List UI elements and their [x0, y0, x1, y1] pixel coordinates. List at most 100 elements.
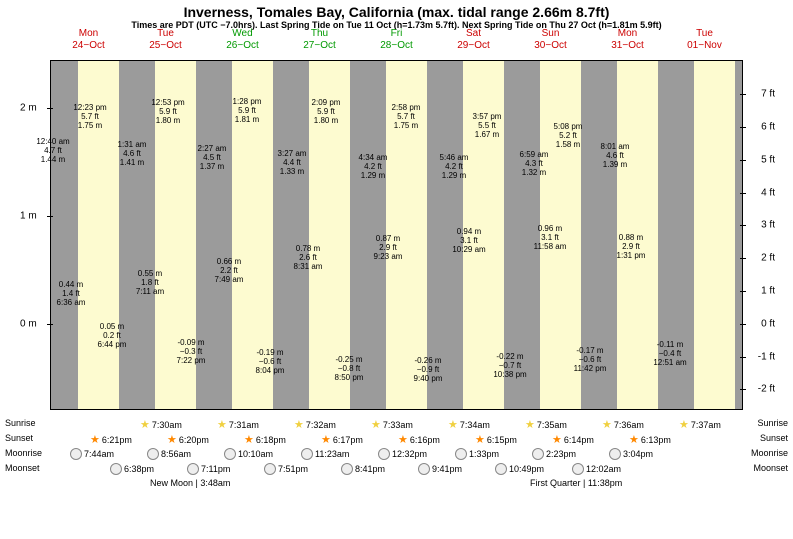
chart-area: Mon24−OctTue25−OctWed26−OctThu27−OctFri2… [50, 60, 743, 410]
moon-icon [110, 463, 122, 475]
sunrise-icon: ★ [679, 418, 689, 431]
moon-icon [70, 448, 82, 460]
tide-extremum-label: 0.87 m2.9 ft9:23 am [374, 234, 403, 261]
tide-extremum-label: -0.17 m−0.6 ft11:42 pm [574, 346, 607, 373]
astro-event: ★7:35am [525, 418, 567, 431]
astro-event: 10:10am [224, 448, 273, 460]
sunset-icon: ★ [398, 433, 408, 446]
axis-tick-left: 2 m [20, 103, 37, 114]
footer-row-label: Moonset [753, 463, 788, 473]
tide-extremum-label: 2:09 pm5.9 ft1.80 m [312, 98, 341, 125]
sunset-icon: ★ [244, 433, 254, 446]
footer-row-label: Moonrise [751, 448, 788, 458]
astro-event: 8:56am [147, 448, 191, 460]
tide-extremum-label: 5:46 am4.2 ft1.29 m [440, 153, 469, 180]
tide-extremum-label: 5:08 pm5.2 ft1.58 m [554, 122, 583, 149]
astro-event: 7:44am [70, 448, 114, 460]
astro-event: 7:51pm [264, 463, 308, 475]
tide-extremum-label: 12:23 pm5.7 ft1.75 m [73, 103, 106, 130]
astro-event: 7:11pm [187, 463, 230, 475]
astro-event: 12:02am [572, 463, 621, 475]
day-label: Fri28−Oct [367, 28, 427, 52]
day-label: Sun30−Oct [521, 28, 581, 52]
moon-icon [147, 448, 159, 460]
tide-extremum-label: 4:34 am4.2 ft1.29 m [359, 153, 388, 180]
tide-extremum-label: 8:01 am4.6 ft1.39 m [601, 142, 630, 169]
tide-extremum-label: 3:27 am4.4 ft1.33 m [278, 149, 307, 176]
moon-icon [609, 448, 621, 460]
tide-extremum-label: 12:40 am4.7 ft1.44 m [36, 137, 69, 164]
tide-extremum-label: -0.11 m−0.4 ft12:51 am [653, 340, 686, 367]
sunrise-icon: ★ [217, 418, 227, 431]
day-label: Wed26−Oct [213, 28, 273, 52]
tide-extremum-label: -0.25 m−0.8 ft8:50 pm [335, 355, 364, 382]
footer-row-label: Moonrise [5, 448, 42, 458]
axis-tick-right: -1 ft [758, 351, 775, 362]
tide-extremum-label: 2:58 pm5.7 ft1.75 m [392, 103, 421, 130]
axis-tick-right: 5 ft [761, 154, 775, 165]
astro-event: 10:49pm [495, 463, 544, 475]
astro-event: ★6:21pm [90, 433, 132, 446]
moon-icon [341, 463, 353, 475]
day-label: Tue01−Nov [675, 28, 735, 52]
axis-tick-right: 6 ft [761, 121, 775, 132]
axis-tick-right: 2 ft [761, 253, 775, 264]
astro-event: ★7:31am [217, 418, 259, 431]
footer-row-label: Moonset [5, 463, 40, 473]
tide-extremum-label: 1:28 pm5.9 ft1.81 m [233, 97, 262, 124]
tide-extremum-label: 0.78 m2.6 ft8:31 am [294, 244, 323, 271]
tide-extremum-label: 0.55 m1.8 ft7:11 am [136, 269, 164, 296]
astro-event: 1:33pm [455, 448, 499, 460]
astro-event: ★6:17pm [321, 433, 363, 446]
axis-tick-left: 0 m [20, 318, 37, 329]
footer-row-label: Sunrise [757, 418, 788, 428]
moon-icon [455, 448, 467, 460]
sunset-icon: ★ [321, 433, 331, 446]
tide-extremum-label: 0.96 m3.1 ft11:58 am [534, 224, 567, 251]
sunrise-icon: ★ [371, 418, 381, 431]
footer-row-label: Sunset [5, 433, 33, 443]
astro-event: 9:41pm [418, 463, 462, 475]
astro-event: ★6:20pm [167, 433, 209, 446]
tide-extremum-label: 0.94 m3.1 ft10:29 am [452, 227, 485, 254]
astro-event: 8:41pm [341, 463, 385, 475]
moon-phase-label: First Quarter | 11:38pm [530, 478, 622, 488]
astro-event: ★7:32am [294, 418, 336, 431]
moon-phase-label: New Moon | 3:48am [150, 478, 230, 488]
tide-extremum-label: 0.05 m0.2 ft6:44 pm [98, 322, 127, 349]
axis-tick-right: 3 ft [761, 220, 775, 231]
astro-event: 6:38pm [110, 463, 154, 475]
moon-icon [301, 448, 313, 460]
tide-extremum-label: 1:31 am4.6 ft1.41 m [118, 140, 147, 167]
astro-event: 11:23am [301, 448, 349, 460]
day-label: Thu27−Oct [290, 28, 350, 52]
moon-icon [187, 463, 199, 475]
tide-extremum-label: 0.44 m1.4 ft6:36 am [57, 280, 86, 307]
footer-row-label: Sunrise [5, 418, 36, 428]
moon-icon [418, 463, 430, 475]
day-label: Tue25−Oct [136, 28, 196, 52]
tide-extremum-label: 12:53 pm5.9 ft1.80 m [151, 98, 184, 125]
tide-extremum-label: 3:57 pm5.5 ft1.67 m [473, 112, 502, 139]
moon-icon [378, 448, 390, 460]
footer-row-label: Sunset [760, 433, 788, 443]
astro-event: ★7:33am [371, 418, 413, 431]
axis-tick-right: 0 ft [761, 318, 775, 329]
sunset-icon: ★ [90, 433, 100, 446]
astro-event: ★6:16pm [398, 433, 440, 446]
tide-extremum-label: -0.22 m−0.7 ft10:38 pm [493, 352, 526, 379]
tide-extremum-label: 0.88 m2.9 ft1:31 pm [617, 233, 646, 260]
astro-event: 2:23pm [532, 448, 576, 460]
astro-event: ★6:15pm [475, 433, 517, 446]
sunrise-icon: ★ [602, 418, 612, 431]
sunset-icon: ★ [167, 433, 177, 446]
astro-event: ★7:36am [602, 418, 644, 431]
day-label: Mon31−Oct [598, 28, 658, 52]
axis-tick-left: 1 m [20, 211, 37, 222]
sunset-icon: ★ [552, 433, 562, 446]
moon-icon [572, 463, 584, 475]
moon-icon [264, 463, 276, 475]
tide-extremum-label: 2:27 am4.5 ft1.37 m [198, 144, 227, 171]
sunrise-icon: ★ [140, 418, 150, 431]
sunrise-icon: ★ [525, 418, 535, 431]
